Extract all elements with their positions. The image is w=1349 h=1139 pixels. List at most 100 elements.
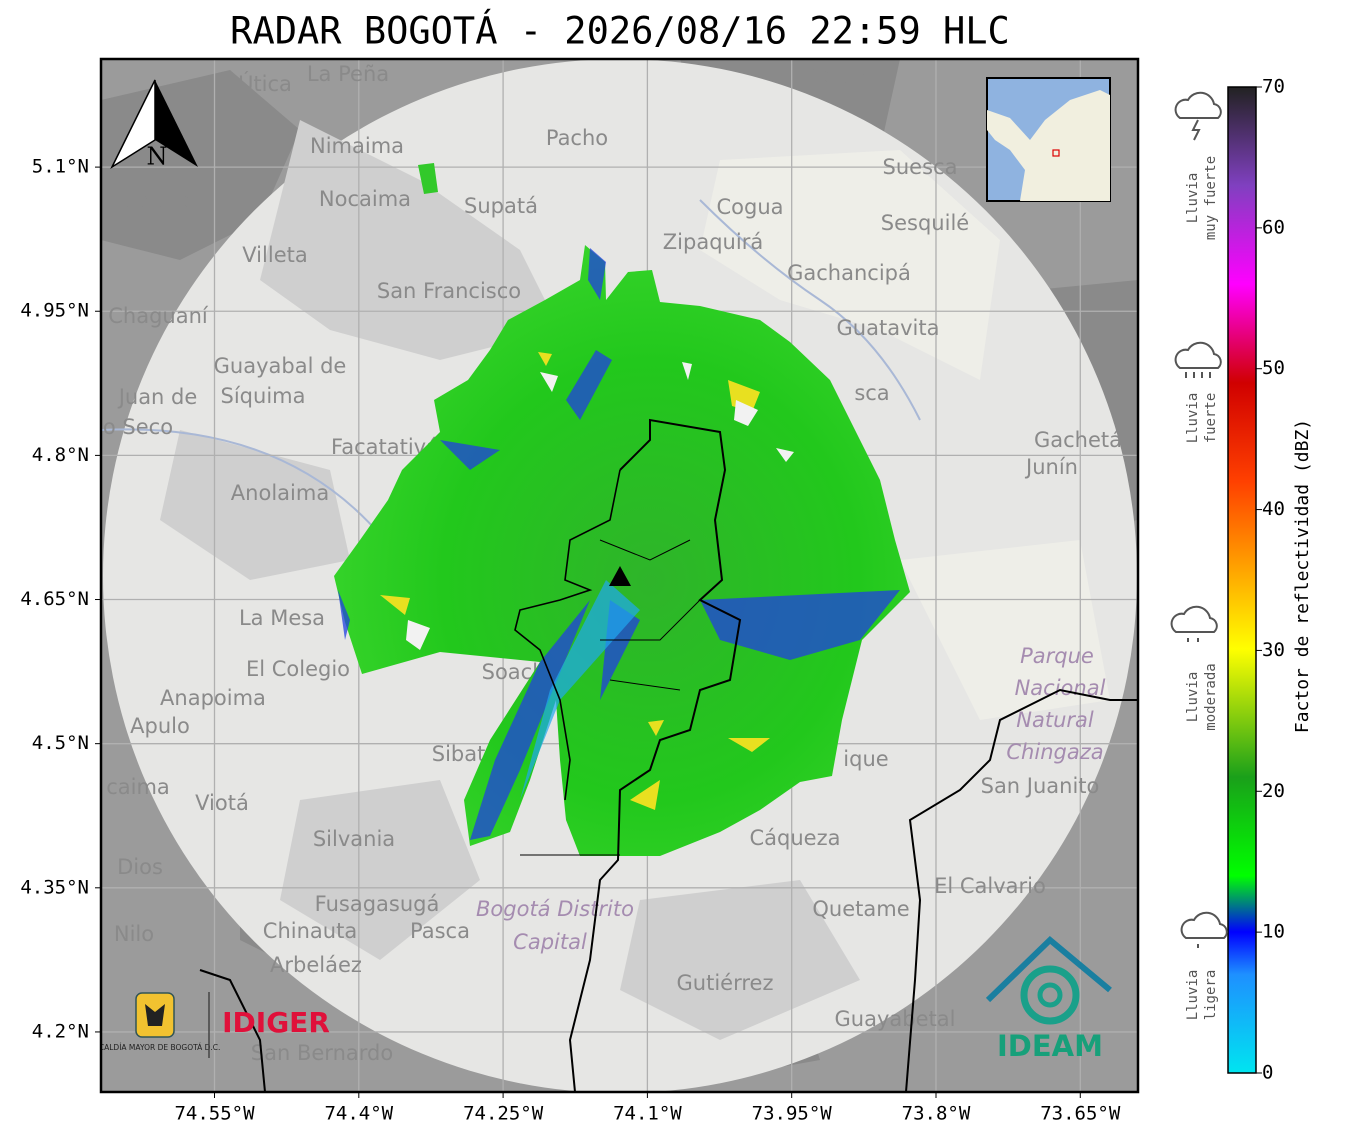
place-label: Pasca — [410, 919, 470, 943]
x-tick-label: 73.65°W — [1040, 1103, 1121, 1125]
y-tick-label: 5.1°N — [32, 156, 89, 178]
logos: ALCALDÍA MAYOR DE BOGOTÁ D.C. IDIGER IDE… — [90, 935, 1112, 1063]
colorbar — [1227, 86, 1257, 1074]
x-tick-label: 73.8°W — [902, 1103, 971, 1125]
y-tick-label: 4.2°N — [32, 1020, 89, 1042]
place-label: Quetame — [812, 897, 909, 921]
colorbar-tick-label: 40 — [1262, 498, 1285, 520]
intensity-label: Lluvia — [1185, 970, 1201, 1021]
place-label: Útica — [238, 71, 292, 96]
echo-very-weak — [520, 580, 640, 800]
place-label: Cogua — [716, 195, 783, 219]
place-label: o Seco — [103, 415, 173, 439]
protected-area-label: Parque — [1020, 644, 1094, 668]
place-label: Chinauta — [263, 919, 357, 943]
x-tick-label: 73.95°W — [752, 1103, 833, 1125]
place-label: Fusagasugá — [315, 892, 440, 916]
protected-area-label: Capital — [513, 930, 587, 954]
place-label: Guayabetal — [835, 1007, 956, 1031]
colorbar-tick-label: 50 — [1262, 357, 1285, 379]
echo-cell — [418, 163, 438, 194]
radar-echo — [334, 163, 910, 856]
y-tick-label: 4.5°N — [32, 732, 89, 754]
colorbar-ticks: 0 10 20 30 40 50 60 70 — [1256, 76, 1285, 1084]
protected-area-label: Bogotá Distrito — [476, 897, 634, 921]
place-label: San Bernardo — [251, 1041, 393, 1065]
intensity-label: ligera — [1203, 970, 1219, 1021]
place-label: Guayabal de — [214, 354, 347, 378]
place-label: Gachancipá — [787, 261, 911, 285]
place-label: Gachetá — [1034, 428, 1122, 452]
map-axes: 74.55°W 74.4°W 74.25°W 74.1°W 73.95°W 73.8°W 7… — [20, 156, 1121, 1125]
place-labels: La Peña Útica Tausa Pacho Nimaima Nocaima Supa… — [103, 62, 1122, 1065]
terrain-relief — [160, 120, 860, 1040]
place-label: Villeta — [242, 243, 307, 267]
y-tick-label: 4.8°N — [32, 444, 89, 466]
place-label: Nilo — [114, 922, 154, 946]
protected-area-label: Natural — [1016, 708, 1094, 732]
place-label: Cáqueza — [750, 826, 841, 850]
place-label: Dios — [117, 855, 163, 879]
place-label: Junín — [1024, 455, 1078, 479]
intensity-label: moderada — [1203, 663, 1219, 730]
place-label: Anolaima — [231, 481, 329, 505]
place-label: Síquima — [221, 384, 306, 408]
intensity-label: Lluvia — [1185, 393, 1201, 444]
place-label: Zipaquirá — [663, 230, 763, 254]
place-label: El Colegio — [246, 657, 350, 681]
intensity-label: Lluvia — [1185, 173, 1201, 224]
place-label: sca — [854, 381, 889, 405]
place-label: caima — [106, 775, 170, 799]
boundaries — [199, 418, 1138, 1092]
intensity-label: fuerte — [1203, 393, 1219, 444]
intensity-label: muy fuerte — [1203, 156, 1219, 240]
place-label: Gutiérrez — [677, 971, 774, 995]
idiger-text: IDIGER — [222, 1006, 330, 1039]
x-tick-label: 74.4°W — [324, 1103, 393, 1125]
colorbar-tick-label: 30 — [1262, 639, 1285, 661]
colorbar-tick-label: 0 — [1262, 1062, 1273, 1084]
place-label: Arbeláez — [270, 953, 362, 977]
colorbar-label: Factor de reflectividad (dBZ) — [1292, 419, 1313, 733]
place-label: Supatá — [464, 194, 538, 218]
y-tick-label: 4.65°N — [20, 588, 89, 610]
place-label: Guaduas — [109, 189, 202, 213]
x-tick-label: 74.25°W — [463, 1103, 544, 1125]
x-tick-label: 74.55°W — [174, 1103, 255, 1125]
map-frame — [99, 57, 1140, 1094]
place-label: Silvania — [313, 827, 395, 851]
north-label: N — [147, 143, 168, 171]
place-label: Nimaima — [310, 134, 404, 158]
place-label: La Peña — [307, 62, 389, 86]
place-label: Anapoima — [160, 686, 266, 710]
place-label: San Juanito — [981, 774, 1100, 798]
place-label: Apulo — [130, 714, 190, 738]
place-label: Chaguaní — [108, 304, 209, 328]
urban-plain — [700, 150, 1110, 720]
ideam-text: IDEAM — [997, 1029, 1103, 1063]
colorbar-tick-label: 70 — [1262, 76, 1285, 98]
inset-map — [986, 77, 1111, 202]
colorbar-tick-label: 10 — [1262, 921, 1285, 943]
place-label: Nocaima — [319, 187, 411, 211]
place-label: Juan de — [117, 385, 198, 409]
intensity-label: Lluvia — [1185, 672, 1201, 723]
place-label: Pacho — [546, 126, 608, 150]
echo-moderate — [380, 352, 770, 810]
echo-field — [334, 245, 910, 856]
y-tick-label: 4.35°N — [20, 876, 89, 898]
colorbar-tick-label: 20 — [1262, 780, 1285, 802]
place-label: Sesquilé — [881, 211, 969, 235]
place-label: Tausa — [807, 64, 867, 88]
alcaldia-text: ALCALDÍA MAYOR DE BOGOTÁ D.C. — [90, 1043, 221, 1052]
map: La Peña Útica Tausa Pacho Nimaima Nocaima Supa… — [90, 59, 1138, 1092]
place-label: Viotá — [195, 791, 249, 815]
place-label: Suesca — [883, 155, 958, 179]
weather-icons — [1170, 91, 1228, 948]
colorbar-tick-label: 60 — [1262, 216, 1285, 238]
north-arrow: N — [110, 79, 198, 171]
